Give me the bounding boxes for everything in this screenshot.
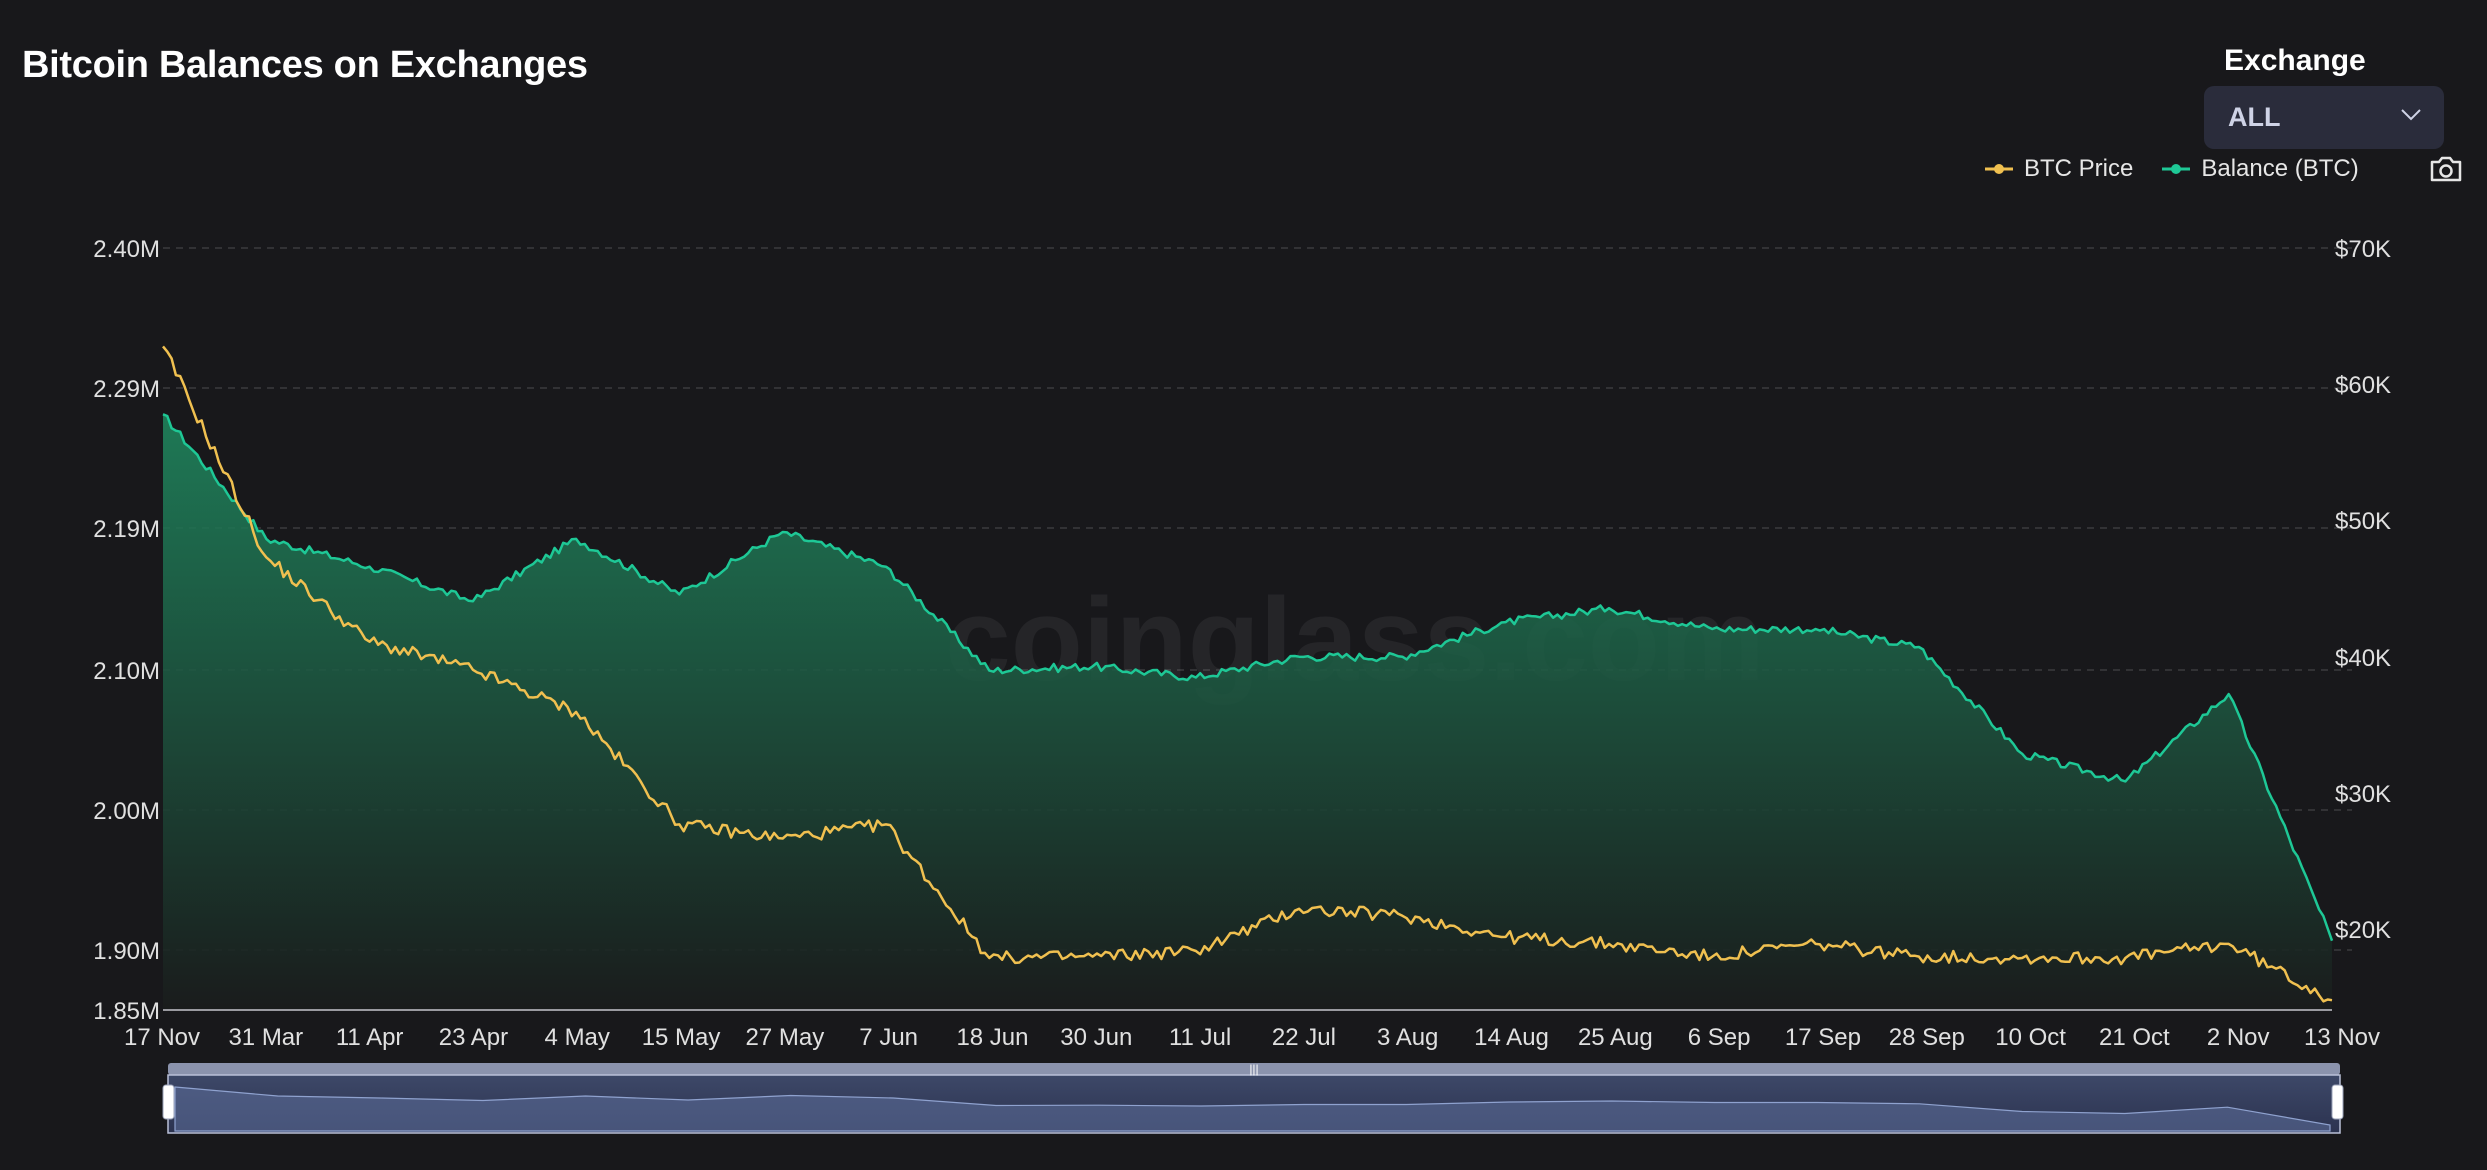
x-tick-label: 7 Jun bbox=[859, 1024, 918, 1051]
y-left-tick-label: 1.85M bbox=[93, 998, 160, 1025]
chevron-down-icon bbox=[2401, 109, 2421, 121]
y-left-tick-label: 2.00M bbox=[93, 798, 160, 825]
x-tick-label: 11 Apr bbox=[336, 1024, 404, 1051]
x-tick-label: 18 Jun bbox=[956, 1024, 1028, 1051]
x-tick-label: 25 Aug bbox=[1578, 1024, 1653, 1051]
y-right-tick-label: $20K bbox=[2335, 917, 2391, 944]
x-tick-label: 6 Sep bbox=[1688, 1024, 1751, 1051]
legend-price-marker bbox=[1985, 164, 2013, 174]
y-left-tick-label: 2.29M bbox=[93, 376, 160, 403]
x-tick-label: 17 Nov bbox=[124, 1024, 200, 1051]
y-left-tick-label: 2.40M bbox=[93, 236, 160, 263]
y-right-tick-label: $70K bbox=[2335, 236, 2391, 263]
x-tick-label: 28 Sep bbox=[1889, 1024, 1965, 1051]
chart-legend: BTC Price Balance (BTC) bbox=[1984, 155, 2359, 183]
exchange-selected-value: ALL bbox=[2228, 102, 2281, 132]
y-right-tick-label: $30K bbox=[2335, 781, 2391, 808]
page-title: Bitcoin Balances on Exchanges bbox=[22, 44, 588, 86]
x-tick-label: 15 May bbox=[642, 1024, 721, 1051]
legend-balance-marker bbox=[2162, 164, 2191, 174]
navigator-grip[interactable]: ||| bbox=[1249, 1062, 1258, 1076]
x-tick-label: 23 Apr bbox=[439, 1024, 508, 1051]
x-tick-label: 2 Nov bbox=[2207, 1024, 2270, 1051]
x-tick-label: 30 Jun bbox=[1060, 1024, 1132, 1051]
navigator-balance-area bbox=[174, 1086, 2331, 1132]
x-tick-label: 22 Jul bbox=[1272, 1024, 1336, 1051]
legend-item-price[interactable]: BTC Price bbox=[1984, 155, 2133, 183]
balance-area bbox=[163, 414, 2332, 1010]
legend-balance-label: Balance (BTC) bbox=[2201, 155, 2359, 182]
x-tick-label: 13 Nov bbox=[2304, 1024, 2380, 1051]
y-left-tick-label: 2.19M bbox=[93, 516, 160, 543]
x-tick-label: 21 Oct bbox=[2099, 1024, 2170, 1051]
camera-icon[interactable] bbox=[2428, 154, 2464, 184]
navigator-left-handle[interactable] bbox=[162, 1084, 175, 1120]
x-tick-label: 3 Aug bbox=[1377, 1024, 1438, 1051]
y-left-tick-label: 2.10M bbox=[93, 658, 160, 685]
y-right-tick-label: $60K bbox=[2335, 372, 2391, 399]
series-layer bbox=[162, 345, 2334, 1010]
navigator-scrollbar[interactable] bbox=[168, 1063, 2340, 1075]
x-tick-label: 10 Oct bbox=[1995, 1024, 2066, 1051]
x-tick-label: 17 Sep bbox=[1785, 1024, 1861, 1051]
x-tick-label: 14 Aug bbox=[1474, 1024, 1549, 1051]
y-right-tick-label: $50K bbox=[2335, 508, 2391, 535]
price-line bbox=[162, 345, 2333, 1003]
range-navigator[interactable]: ||| bbox=[162, 1062, 2344, 1134]
x-tick-label: 27 May bbox=[746, 1024, 825, 1051]
y-right-tick-label: $40K bbox=[2335, 645, 2391, 672]
balance-line bbox=[162, 413, 2334, 942]
x-tick-label: 11 Jul bbox=[1169, 1024, 1231, 1051]
axis-layer: 2.40M 2.29M 2.19M 2.10M 2.00M 1.90M 1.85M $70K $… bbox=[93, 236, 2391, 1051]
y-left-tick-label: 1.90M bbox=[93, 938, 160, 965]
legend-item-balance[interactable]: Balance (BTC) bbox=[2161, 155, 2359, 183]
navigator-right-handle[interactable] bbox=[2331, 1084, 2344, 1120]
exchange-select[interactable]: ALL bbox=[2204, 86, 2444, 149]
exchange-label: Exchange bbox=[2224, 44, 2366, 77]
x-tick-label: 4 May bbox=[545, 1024, 610, 1051]
legend-price-label: BTC Price bbox=[2024, 155, 2134, 182]
x-tick-label: 31 Mar bbox=[228, 1024, 303, 1051]
